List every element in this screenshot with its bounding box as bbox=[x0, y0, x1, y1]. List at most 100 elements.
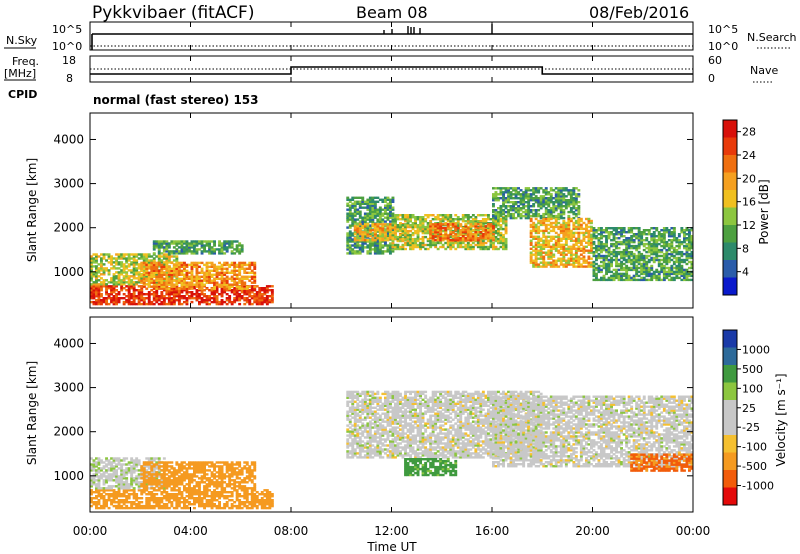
heatmap-cell bbox=[205, 265, 209, 268]
heatmap-cell bbox=[346, 234, 350, 237]
heatmap-cell bbox=[95, 285, 98, 288]
heatmap-cell bbox=[474, 231, 478, 234]
heatmap-cell bbox=[662, 268, 666, 272]
heatmap-cell bbox=[100, 489, 103, 492]
heatmap-cell bbox=[115, 259, 118, 262]
heatmap-cell bbox=[358, 239, 362, 242]
heatmap-cell bbox=[230, 504, 234, 508]
heatmap-cell bbox=[195, 250, 199, 253]
heatmap-cell bbox=[223, 503, 227, 506]
heatmap-cell bbox=[507, 210, 510, 214]
heatmap-cell bbox=[683, 239, 686, 242]
heatmap-cell bbox=[542, 214, 546, 218]
heatmap-cell bbox=[597, 240, 601, 244]
heatmap-cell bbox=[115, 495, 118, 498]
heatmap-cell bbox=[449, 241, 453, 245]
heatmap-cell bbox=[514, 203, 518, 206]
heatmap-cell bbox=[640, 252, 644, 256]
heatmap-cell bbox=[657, 254, 661, 258]
heatmap-cell bbox=[542, 205, 546, 208]
heatmap-cell bbox=[602, 276, 606, 280]
heatmap-cell bbox=[499, 193, 503, 196]
heatmap-cell bbox=[489, 233, 493, 237]
heatmap-cell bbox=[90, 279, 93, 282]
heatmap-cell bbox=[539, 207, 543, 210]
heatmap-cell bbox=[449, 235, 453, 239]
heatmap-cell bbox=[479, 231, 483, 234]
heatmap-cell bbox=[165, 503, 169, 506]
heatmap-cell bbox=[243, 293, 247, 296]
heatmap-cell bbox=[665, 240, 669, 244]
heatmap-cell bbox=[137, 293, 141, 296]
colorbar-tick-label: 16 bbox=[742, 196, 756, 209]
heatmap-cell bbox=[203, 491, 206, 494]
heatmap-cell bbox=[595, 250, 598, 254]
heatmap-cell bbox=[406, 237, 410, 241]
heatmap-cell bbox=[386, 244, 390, 247]
heatmap-cell bbox=[170, 501, 174, 504]
heatmap-cell bbox=[579, 231, 583, 235]
heatmap-cell bbox=[622, 248, 626, 252]
heatmap-cell bbox=[200, 300, 204, 304]
heatmap-cell bbox=[115, 285, 118, 288]
heatmap-cell bbox=[572, 239, 576, 242]
heatmap-cell bbox=[391, 248, 395, 251]
heatmap-cell bbox=[245, 285, 249, 288]
heatmap-cell bbox=[572, 193, 576, 196]
heatmap-cell bbox=[384, 210, 387, 213]
heatmap-cell bbox=[130, 506, 134, 510]
heatmap-cell bbox=[193, 506, 196, 510]
heatmap-cell bbox=[145, 273, 149, 276]
heatmap-cell bbox=[605, 270, 608, 274]
heatmap-cell bbox=[494, 214, 498, 218]
heatmap-cell bbox=[677, 258, 681, 262]
heatmap-cell bbox=[167, 501, 171, 504]
heatmap-cell bbox=[368, 212, 372, 215]
heatmap-cell bbox=[411, 214, 415, 217]
heatmap-cell bbox=[562, 221, 566, 225]
heatmap-cell bbox=[421, 235, 425, 239]
heatmap-cell bbox=[205, 504, 209, 508]
heatmap-cell bbox=[622, 272, 626, 276]
heatmap-cell bbox=[454, 237, 458, 240]
heatmap-cell bbox=[552, 197, 556, 200]
heatmap-cell bbox=[502, 237, 505, 241]
heatmap-cell bbox=[185, 491, 189, 494]
heatmap-cell bbox=[690, 240, 694, 244]
heatmap-cell bbox=[569, 219, 573, 223]
heatmap-cell bbox=[426, 239, 430, 243]
heatmap-cell bbox=[238, 499, 242, 502]
heatmap-cell bbox=[105, 267, 108, 270]
heatmap-cell bbox=[265, 287, 269, 290]
heatmap-cell bbox=[117, 279, 121, 282]
heatmap-cell bbox=[677, 239, 681, 242]
heatmap-cell bbox=[592, 266, 596, 270]
colorbar-swatch bbox=[723, 225, 737, 243]
heatmap-cell bbox=[243, 503, 247, 506]
heatmap-cell bbox=[230, 275, 234, 278]
heatmap-cell bbox=[225, 501, 229, 504]
heatmap-cell bbox=[600, 268, 603, 272]
heatmap-cell bbox=[577, 210, 581, 214]
heatmap-cell bbox=[175, 248, 179, 251]
heatmap-cell bbox=[690, 264, 694, 268]
heatmap-cell bbox=[569, 255, 573, 258]
heatmap-cell bbox=[130, 283, 134, 286]
heatmap-cell bbox=[205, 279, 209, 282]
heatmap-cell bbox=[147, 497, 151, 500]
heatmap-cell bbox=[195, 263, 199, 267]
heatmap-cell bbox=[650, 244, 654, 248]
heatmap-cell bbox=[635, 235, 639, 238]
heatmap-cell bbox=[386, 230, 390, 233]
heatmap-cell bbox=[436, 235, 440, 238]
heatmap-cell bbox=[200, 493, 204, 496]
heatmap-cell bbox=[690, 229, 694, 232]
heatmap-cell bbox=[469, 216, 473, 219]
heatmap-cell bbox=[122, 283, 126, 286]
heatmap-cell bbox=[557, 203, 561, 206]
heatmap-cell bbox=[218, 248, 221, 251]
heatmap-cell bbox=[647, 242, 651, 246]
heatmap-cell bbox=[175, 271, 179, 274]
heatmap-cell bbox=[522, 201, 526, 204]
heatmap-cell bbox=[90, 293, 93, 296]
